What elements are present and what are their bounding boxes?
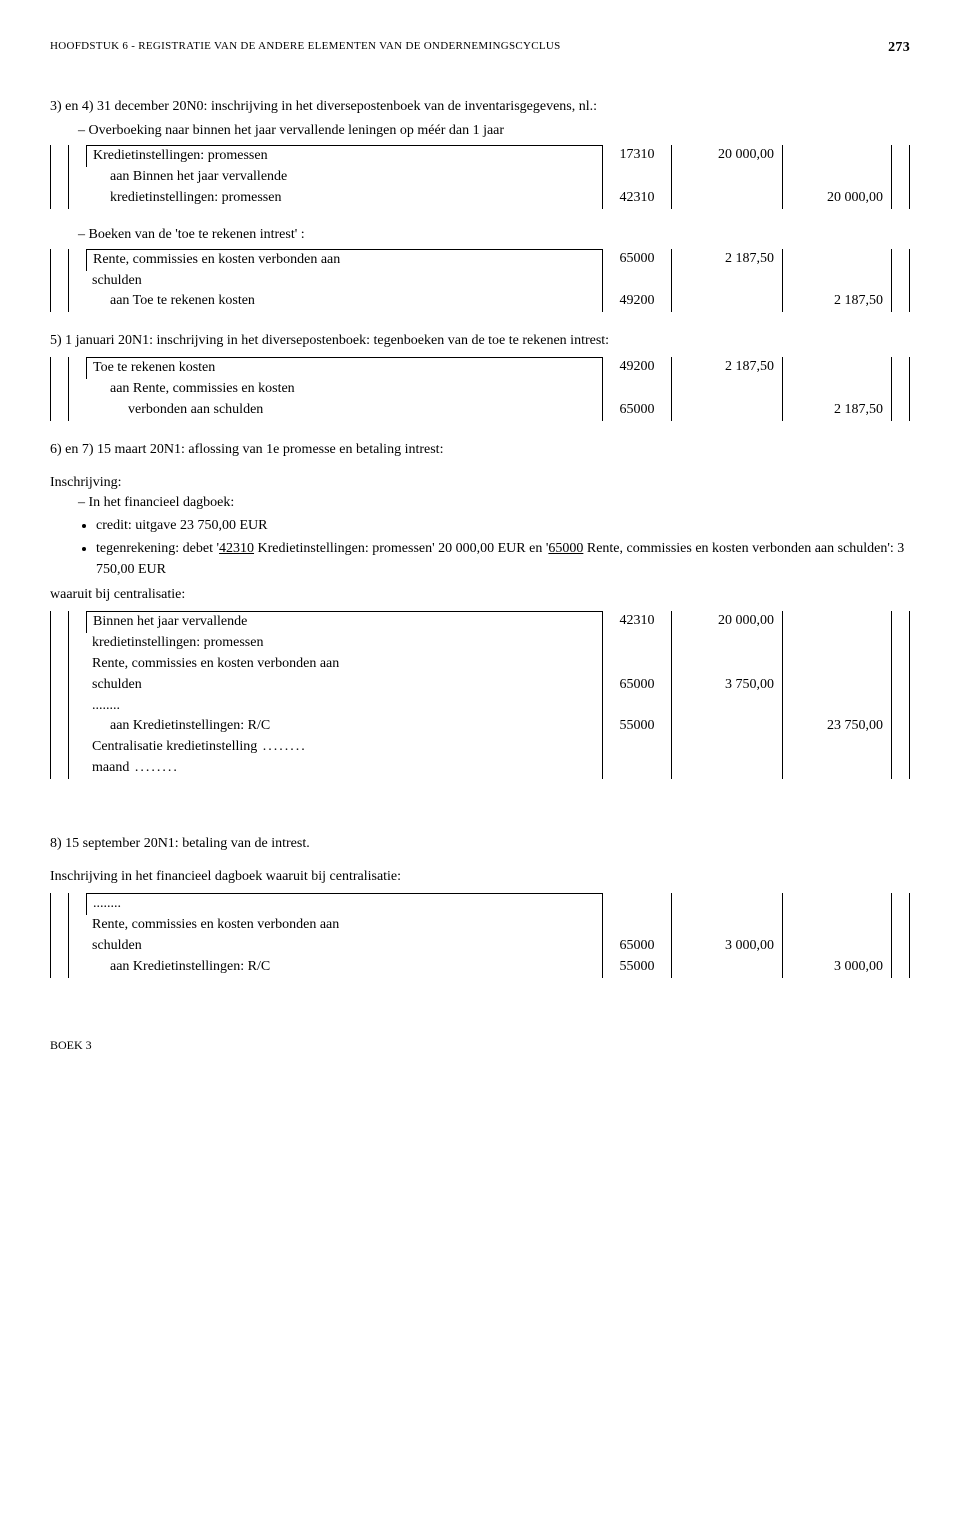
ledger-block-4: Binnen het jaar vervallende 42310 20 000… — [50, 611, 910, 779]
ledger-desc: aan Kredietinstellingen: R/C — [86, 957, 602, 978]
ledger-credit — [782, 145, 892, 167]
bullet-item: tegenrekening: debet '42310 Kredietinste… — [96, 538, 910, 580]
ledger-desc: aan Binnen het jaar vervallende — [86, 167, 602, 188]
ledger-account: 65000 — [602, 400, 672, 421]
ledger-desc: Centralisatie kredietinstelling — [86, 737, 602, 758]
ledger-account: 55000 — [602, 716, 672, 737]
page-header: HOOFDSTUK 6 - REGISTRATIE VAN DE ANDERE … — [50, 40, 910, 56]
ledger-credit: 2 187,50 — [782, 400, 892, 421]
ledger-account: 17310 — [602, 145, 672, 167]
ledger-block-5: ........ Rente, commissies en kosten ver… — [50, 893, 910, 978]
ledger-desc: ........ — [86, 696, 602, 717]
ledger-debit: 2 187,50 — [672, 249, 782, 271]
ledger-block-2: Rente, commissies en kosten verbonden aa… — [50, 249, 910, 313]
ledger-credit: 20 000,00 — [782, 188, 892, 209]
ledger-account: 65000 — [602, 936, 672, 957]
ledger-desc: Binnen het jaar vervallende — [86, 611, 602, 633]
ledger-account: 49200 — [602, 291, 672, 312]
ledger-credit: 3 000,00 — [782, 957, 892, 978]
ledger-desc: Rente, commissies en kosten verbonden aa… — [86, 915, 602, 936]
ledger-desc: schulden — [86, 675, 602, 696]
ledger-desc: Kredietinstellingen: promessen — [86, 145, 602, 167]
ledger-debit: 2 187,50 — [672, 357, 782, 379]
footer-label: BOEK 3 — [50, 1038, 910, 1053]
ledger-desc: Rente, commissies en kosten verbonden aa… — [86, 654, 602, 675]
ledger-account: 65000 — [602, 249, 672, 271]
ledger-account: 42310 — [602, 188, 672, 209]
paragraph: 6) en 7) 15 maart 20N1: aflossing van 1e… — [50, 439, 910, 460]
ledger-debit: 3 000,00 — [672, 936, 782, 957]
ledger-block-1: Kredietinstellingen: promessen 17310 20 … — [50, 145, 910, 209]
paragraph: Inschrijving: — [50, 472, 910, 493]
ledger-desc: schulden — [86, 271, 602, 292]
ledger-account: 65000 — [602, 675, 672, 696]
bullet-list: credit: uitgave 23 750,00 EUR tegenreken… — [50, 515, 910, 580]
paragraph: 8) 15 september 20N1: betaling van de in… — [50, 833, 910, 854]
ledger-account: 55000 — [602, 957, 672, 978]
ledger-desc: aan Toe te rekenen kosten — [86, 291, 602, 312]
chapter-title: HOOFDSTUK 6 - REGISTRATIE VAN DE ANDERE … — [50, 40, 561, 56]
ledger-account: 42310 — [602, 611, 672, 633]
ledger-desc: aan Kredietinstellingen: R/C — [86, 716, 602, 737]
ledger-desc: ........ — [86, 893, 602, 915]
ledger-desc: schulden — [86, 936, 602, 957]
dash-item: Boeken van de 'toe te rekenen intrest' : — [78, 227, 910, 243]
ledger-account: 49200 — [602, 357, 672, 379]
ledger-debit: 3 750,00 — [672, 675, 782, 696]
ledger-desc: Toe te rekenen kosten — [86, 357, 602, 379]
ledger-credit: 23 750,00 — [782, 716, 892, 737]
page-number: 273 — [888, 40, 910, 56]
dash-item: Overboeking naar binnen het jaar vervall… — [78, 123, 910, 139]
bullet-item: credit: uitgave 23 750,00 EUR — [96, 515, 910, 536]
paragraph-intro: 3) en 4) 31 december 20N0: inschrijving … — [50, 96, 910, 117]
paragraph: waaruit bij centralisatie: — [50, 584, 910, 605]
ledger-debit: 20 000,00 — [672, 611, 782, 633]
paragraph: 5) 1 januari 20N1: inschrijving in het d… — [50, 330, 910, 351]
ledger-debit: 20 000,00 — [672, 145, 782, 167]
ledger-desc: kredietinstellingen: promessen — [86, 633, 602, 654]
ledger-block-3: Toe te rekenen kosten 49200 2 187,50 aan… — [50, 357, 910, 421]
ledger-desc: maand — [86, 758, 602, 779]
paragraph: Inschrijving in het financieel dagboek w… — [50, 866, 910, 887]
ledger-desc: kredietinstellingen: promessen — [86, 188, 602, 209]
ledger-credit: 2 187,50 — [782, 291, 892, 312]
ledger-desc: verbonden aan schulden — [86, 400, 602, 421]
ledger-desc: aan Rente, commissies en kosten — [86, 379, 602, 400]
ledger-desc: Rente, commissies en kosten verbonden aa… — [86, 249, 602, 271]
dash-item: In het financieel dagboek: — [78, 495, 910, 511]
